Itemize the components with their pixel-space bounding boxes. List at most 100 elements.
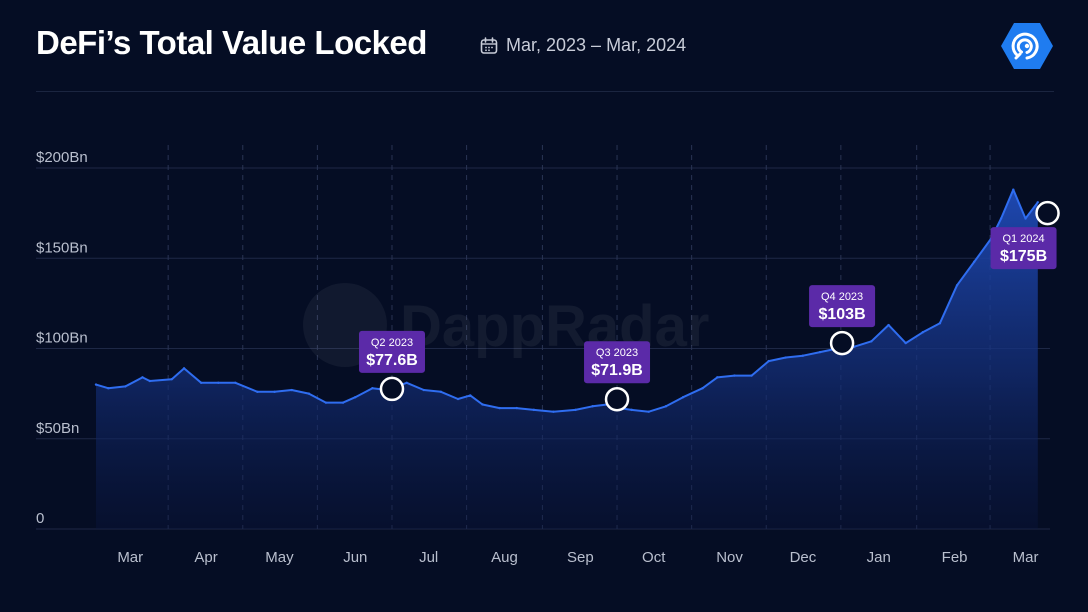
annotation-quarter: Q4 2023 [821, 291, 863, 303]
y-tick-label: $150Bn [36, 239, 88, 256]
data-point [148, 379, 152, 383]
annotation-value: $175B [1000, 248, 1047, 265]
x-tick-label: Feb [942, 549, 968, 566]
data-point [532, 408, 536, 412]
data-point [170, 377, 174, 381]
annotation-value: $77.6B [366, 352, 418, 369]
watermark-text: DappRadar [400, 294, 709, 359]
x-tick-label: Dec [790, 549, 817, 566]
data-point [784, 356, 788, 359]
x-tick-label: Oct [642, 549, 666, 566]
data-point [870, 340, 873, 343]
data-point [456, 397, 460, 401]
data-point [217, 381, 220, 384]
data-point [481, 403, 484, 406]
data-point [273, 390, 276, 394]
annotation-badge [358, 330, 425, 373]
data-point [1012, 188, 1015, 191]
page-title: DeFi’s Total Value Locked [36, 24, 427, 61]
date-range-label: Mar, 2023 – Mar, 2024 [506, 35, 687, 55]
quarter-annotation: Q2 2023 $77.6B [358, 330, 425, 402]
data-point [733, 374, 736, 377]
annotation-badge [584, 341, 651, 384]
annotation-quarter: Q1 2024 [1002, 233, 1044, 245]
data-point [591, 405, 594, 408]
data-point [256, 390, 259, 394]
data-point [498, 406, 501, 410]
data-point [904, 341, 907, 345]
quarter-annotation: Q3 2023 $71.9B [584, 341, 651, 412]
date-range: Mar, 2023 – Mar, 2024 [480, 35, 686, 56]
data-point [664, 405, 668, 408]
y-tick-label: $50Bn [36, 420, 79, 437]
data-point [307, 392, 311, 395]
data-point [999, 217, 1003, 220]
data-point [124, 385, 127, 388]
annotation-value: $103B [818, 306, 865, 323]
calendar-icon [480, 36, 498, 54]
data-point [199, 381, 203, 384]
data-point [341, 401, 345, 404]
quarter-annotation: Q4 2023 $103B [809, 285, 876, 356]
x-tick-label: Sep [567, 549, 594, 566]
x-tick-label: Mar [1013, 549, 1039, 566]
data-point [290, 388, 293, 392]
x-tick-label: Apr [194, 549, 217, 566]
data-point [141, 376, 144, 379]
data-point [94, 383, 98, 386]
data-point [887, 323, 890, 327]
y-tick-label: $100Bn [36, 330, 88, 347]
quarter-annotation: Q1 2024 $175B [990, 200, 1060, 270]
annotation-value: $71.9B [591, 362, 643, 379]
data-point [938, 322, 942, 325]
data-point [422, 388, 425, 392]
data-point [972, 260, 976, 264]
annotation-marker [604, 386, 630, 412]
data-point [801, 354, 805, 357]
dappradar-logo [1001, 23, 1053, 69]
data-point [701, 387, 704, 390]
data-point [182, 367, 186, 370]
y-tick-label: 0 [36, 510, 44, 527]
data-point [750, 374, 753, 377]
x-tick-label: Jun [343, 549, 367, 566]
y-tick-label: $200Bn [36, 149, 88, 166]
x-tick-label: Jan [867, 549, 891, 566]
watermark: DappRadar [303, 283, 709, 367]
data-point [439, 390, 443, 394]
data-point [818, 350, 822, 354]
data-point [681, 396, 685, 399]
annotation-badge [809, 285, 876, 328]
annotation-badge [990, 227, 1057, 270]
annotation-marker [829, 330, 855, 356]
x-tick-label: Mar [117, 549, 143, 566]
tvl-area [96, 189, 1038, 529]
x-tick-label: Jul [419, 549, 438, 566]
x-tick-label: Aug [491, 549, 518, 566]
data-point [716, 376, 719, 379]
data-point [1036, 201, 1039, 204]
data-point [354, 396, 357, 399]
data-point [630, 408, 633, 412]
data-point [234, 381, 237, 384]
data-point [371, 387, 374, 390]
data-point [324, 401, 328, 404]
data-point [955, 284, 959, 287]
data-point [921, 331, 924, 334]
annotation-quarter: Q3 2023 [596, 347, 638, 359]
annotation-marker [1035, 200, 1060, 226]
data-point [552, 410, 555, 413]
x-tick-label: Nov [716, 549, 743, 566]
data-point [515, 406, 518, 410]
data-point [469, 394, 472, 397]
annotation-quarter: Q2 2023 [371, 337, 413, 349]
data-point [107, 387, 110, 390]
data-point [1024, 217, 1027, 220]
data-point [767, 359, 770, 363]
data-point [647, 410, 651, 413]
data-point [405, 381, 408, 384]
header-divider [36, 91, 1054, 92]
x-tick-label: May [265, 549, 294, 566]
